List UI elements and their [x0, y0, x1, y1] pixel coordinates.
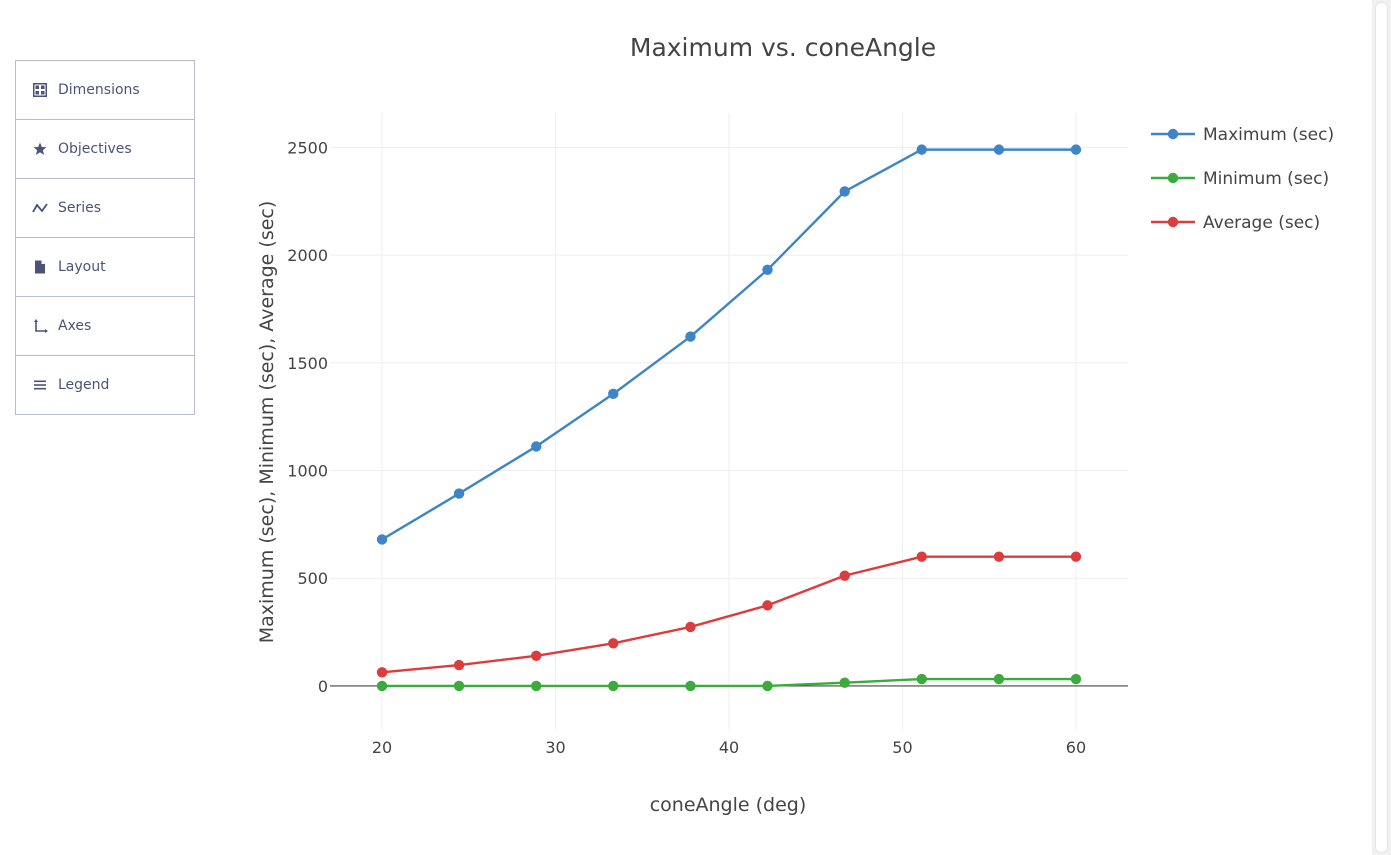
data-point[interactable] [916, 551, 927, 562]
scrollbar-thumb[interactable] [1375, 2, 1388, 853]
legend-item[interactable]: Minimum (sec) [1151, 169, 1329, 189]
grid-icon [32, 82, 48, 98]
legend: Maximum (sec) Minimum (sec) Average (sec) [1151, 125, 1334, 233]
data-point[interactable] [685, 680, 696, 692]
data-point[interactable] [839, 570, 850, 581]
series-layer [376, 144, 1082, 692]
data-point[interactable] [993, 551, 1005, 562]
sidebar-item-objectives[interactable]: Objectives [16, 120, 194, 179]
y-tick-label: 0 [318, 677, 328, 696]
data-point[interactable] [1070, 144, 1082, 155]
x-tick-label: 50 [892, 738, 912, 757]
sidebar-item-dimensions[interactable]: Dimensions [16, 61, 194, 120]
data-point[interactable] [916, 144, 927, 155]
sidebar-item-label: Objectives [58, 141, 132, 157]
legend-label: Maximum (sec) [1203, 125, 1334, 145]
file-icon [32, 259, 48, 275]
data-point[interactable] [1070, 551, 1082, 562]
gridlines [330, 113, 1128, 729]
data-point[interactable] [531, 441, 542, 452]
list-icon [32, 377, 48, 393]
sidebar-item-label: Legend [58, 377, 110, 393]
y-tick-label: 1500 [287, 354, 328, 373]
data-point[interactable] [376, 534, 388, 545]
y-tick-label: 1000 [287, 462, 328, 481]
legend-label: Average (sec) [1203, 213, 1320, 233]
legend-item[interactable]: Maximum (sec) [1151, 125, 1334, 145]
data-point[interactable] [993, 144, 1005, 155]
data-point[interactable] [531, 680, 542, 692]
y-tick-label: 2000 [287, 246, 328, 265]
data-point[interactable] [1070, 673, 1082, 685]
star-icon [32, 141, 48, 157]
legend-marker [1167, 216, 1179, 228]
x-axis-title: coneAngle (deg) [650, 794, 807, 816]
sidebar: Dimensions Objectives Series Layout Axes… [15, 60, 195, 415]
scrollbar[interactable] [1372, 0, 1391, 855]
sidebar-item-label: Layout [58, 259, 106, 275]
x-tick-label: 20 [372, 738, 392, 757]
data-point[interactable] [376, 680, 388, 692]
data-point[interactable] [685, 621, 696, 633]
data-point[interactable] [453, 680, 465, 692]
series-line [382, 677, 1076, 688]
y-tick-label: 2500 [287, 138, 328, 157]
data-point[interactable] [453, 488, 465, 499]
legend-marker [1167, 128, 1179, 140]
y-axis-title: Maximum (sec), Minimum (sec), Average (s… [256, 201, 278, 644]
legend-marker [1167, 172, 1179, 184]
data-point[interactable] [608, 638, 619, 649]
data-point[interactable] [685, 331, 696, 342]
data-point[interactable] [762, 264, 773, 275]
x-tick-label: 60 [1066, 738, 1086, 757]
legend-item[interactable]: Average (sec) [1151, 213, 1320, 233]
y-tick-label: 500 [297, 569, 328, 588]
sidebar-item-layout[interactable]: Layout [16, 238, 194, 297]
data-point[interactable] [453, 659, 465, 671]
series-2 [376, 551, 1082, 678]
tick-labels: 20 30 40 50 60 0 500 1000 1500 2000 2500 [287, 138, 1086, 757]
chart-title: Maximum vs. coneAngle [630, 33, 936, 62]
series-0 [376, 144, 1082, 545]
x-tick-label: 30 [545, 738, 565, 757]
sidebar-item-axes[interactable]: Axes [16, 297, 194, 356]
data-point[interactable] [916, 673, 927, 685]
data-point[interactable] [762, 600, 773, 611]
data-point[interactable] [839, 677, 850, 688]
data-point[interactable] [376, 667, 388, 678]
legend-label: Minimum (sec) [1203, 169, 1329, 189]
series-icon [32, 200, 48, 216]
series-line [381, 148, 1076, 541]
series-line [381, 555, 1076, 674]
data-point[interactable] [993, 673, 1005, 685]
x-tick-label: 40 [719, 738, 739, 757]
sidebar-item-legend[interactable]: Legend [16, 356, 194, 415]
data-point[interactable] [762, 680, 773, 692]
axes-icon [32, 318, 48, 334]
sidebar-item-label: Series [58, 200, 102, 216]
data-point[interactable] [531, 650, 542, 661]
sidebar-item-series[interactable]: Series [16, 179, 194, 238]
series-1 [376, 673, 1082, 692]
sidebar-item-label: Axes [58, 318, 92, 334]
data-point[interactable] [839, 186, 850, 197]
sidebar-item-label: Dimensions [58, 82, 140, 98]
data-point[interactable] [608, 680, 619, 692]
data-point[interactable] [608, 388, 619, 400]
